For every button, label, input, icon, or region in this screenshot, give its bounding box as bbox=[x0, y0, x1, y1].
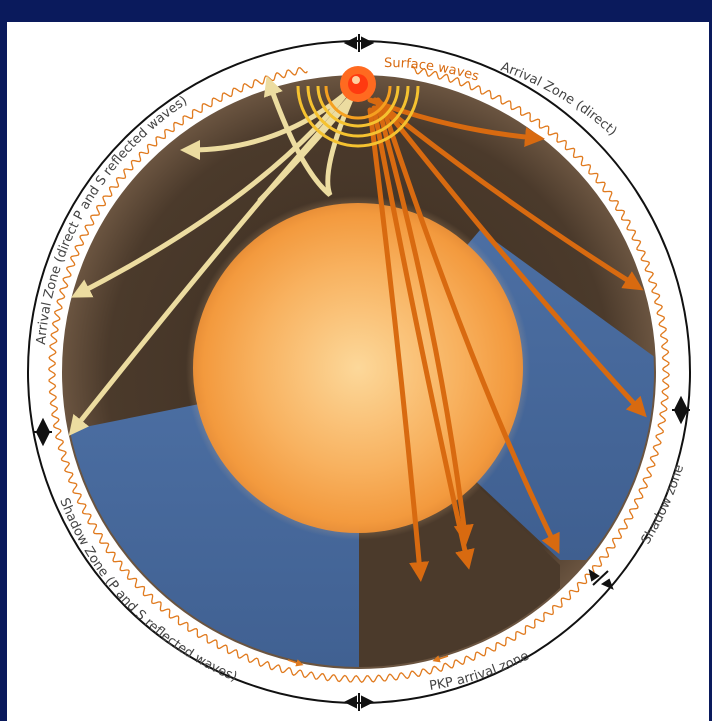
label-shadow-zone: Shadow zone bbox=[639, 463, 687, 547]
wave-arrow-icon bbox=[287, 659, 304, 667]
epicenter-icon bbox=[296, 66, 420, 148]
surface-wave-line bbox=[48, 65, 670, 683]
direct-waves bbox=[367, 97, 647, 582]
zone-boundary-marker-icon bbox=[34, 34, 690, 711]
wave-arrow-icon bbox=[432, 655, 449, 663]
core bbox=[193, 203, 523, 533]
